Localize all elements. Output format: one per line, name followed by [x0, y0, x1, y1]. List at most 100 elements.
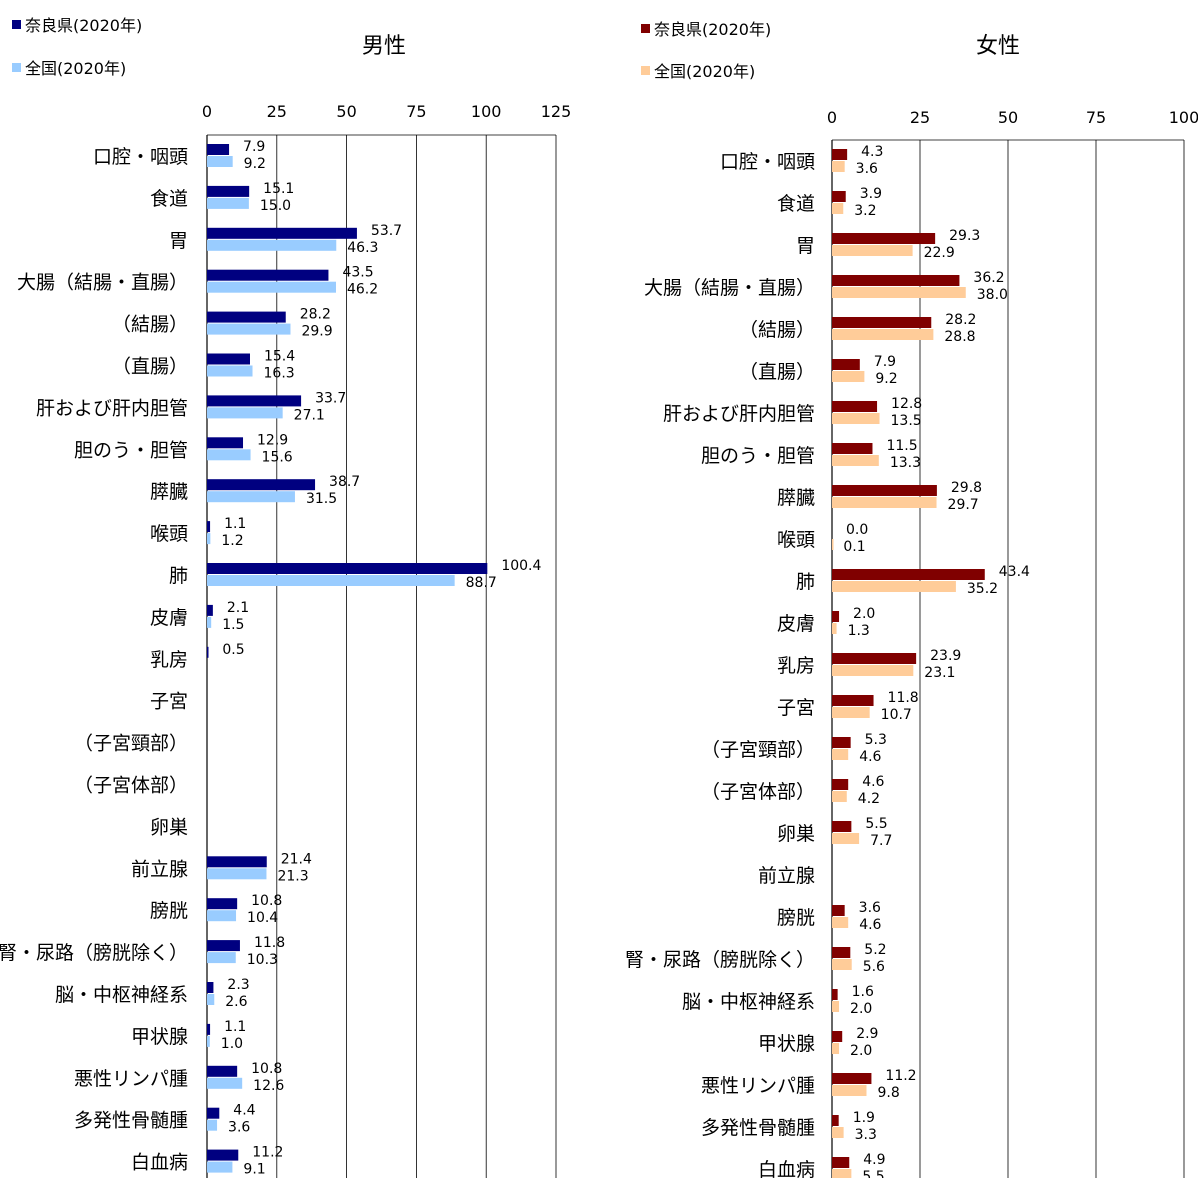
data-label-male-series2: 15.0 — [260, 198, 291, 214]
data-label-female-series2: 13.3 — [890, 455, 921, 471]
bar-male-series2 — [207, 491, 295, 503]
data-label-male-series2: 3.6 — [228, 1120, 250, 1136]
tick-label-male: 50 — [336, 102, 356, 121]
category-label-female: 乳房 — [777, 655, 815, 677]
tick-label-male: 25 — [267, 102, 287, 121]
tick-label-female: 100 — [1169, 108, 1198, 127]
bar-male-series1 — [207, 185, 250, 197]
data-label-female-series1: 36.2 — [973, 270, 1004, 286]
category-label-female: 悪性リンパ腫 — [701, 1075, 815, 1097]
bar-female-series1 — [832, 191, 846, 202]
category-label-male: （結腸） — [112, 314, 188, 336]
category-label-female: 甲状腺 — [758, 1033, 815, 1055]
bar-male-series2 — [207, 281, 336, 293]
data-label-male-series1: 1.1 — [224, 1019, 246, 1035]
legend-label: 奈良県(2020年) — [654, 20, 772, 39]
category-label-male: 皮膚 — [150, 607, 188, 629]
data-label-male-series2: 31.5 — [306, 491, 337, 507]
data-label-female-series1: 1.6 — [852, 984, 874, 1000]
data-label-female-series1: 11.5 — [886, 438, 917, 454]
bar-male-series1 — [207, 898, 238, 910]
data-label-male-series1: 15.1 — [263, 181, 294, 197]
data-label-female-series1: 0.0 — [846, 522, 868, 538]
bar-female-series1 — [832, 359, 860, 370]
bar-female-series2 — [832, 245, 913, 256]
bar-female-series2 — [832, 1169, 852, 1178]
data-label-female-series1: 4.3 — [861, 144, 883, 160]
category-label-female: 白血病 — [758, 1159, 815, 1178]
bar-male-series2 — [207, 868, 267, 880]
data-label-male-series1: 38.7 — [329, 474, 360, 490]
bar-male-series1 — [207, 269, 329, 281]
data-label-male-series1: 11.8 — [254, 935, 285, 951]
bar-female-series2 — [832, 1043, 840, 1054]
tick-label-male: 0 — [202, 102, 212, 121]
bar-male-series1 — [207, 1023, 211, 1035]
data-label-female-series2: 3.2 — [854, 203, 876, 219]
category-label-female: 皮膚 — [777, 613, 815, 635]
data-label-male-series2: 1.2 — [221, 533, 243, 549]
bar-female-series2 — [832, 497, 937, 508]
bar-female-series1 — [832, 989, 838, 1000]
bar-female-series2 — [832, 287, 966, 298]
bar-male-series2 — [207, 407, 283, 419]
data-label-male-series2: 9.1 — [243, 1162, 265, 1178]
data-label-male-series1: 4.4 — [233, 1103, 255, 1119]
category-label-female: （直腸） — [739, 361, 815, 383]
bar-male-series2 — [207, 449, 251, 461]
bar-male-series2 — [207, 616, 212, 628]
data-label-male-series2: 46.2 — [347, 282, 378, 298]
data-label-male-series2: 88.7 — [466, 575, 497, 591]
tick-label-male: 125 — [541, 102, 572, 121]
data-label-female-series1: 4.9 — [863, 1152, 885, 1168]
data-label-male-series2: 16.3 — [264, 366, 295, 382]
legend-label: 奈良県(2020年) — [25, 16, 143, 35]
bar-male-series1 — [207, 311, 286, 323]
category-label-male: 甲状腺 — [131, 1026, 188, 1048]
data-label-female-series2: 5.5 — [862, 1169, 884, 1178]
category-label-male: 食道 — [150, 188, 188, 210]
category-label-male: 膀胱 — [150, 900, 188, 922]
data-label-male-series1: 11.2 — [252, 1145, 283, 1161]
bar-male-series1 — [207, 395, 302, 407]
data-label-male-series1: 10.8 — [251, 1061, 282, 1077]
category-label-male: 卵巣 — [150, 816, 188, 838]
category-label-female: （結腸） — [739, 319, 815, 341]
tick-label-female: 50 — [998, 108, 1018, 127]
category-label-male: 口腔・咽頭 — [93, 146, 188, 168]
data-label-male-series2: 10.3 — [247, 952, 278, 968]
bar-male-series2 — [207, 1035, 210, 1047]
bar-male-series1 — [207, 856, 267, 868]
bar-male-series2 — [207, 533, 211, 545]
category-label-female: 胆のう・胆管 — [701, 445, 815, 467]
data-label-female-series1: 1.9 — [853, 1110, 875, 1126]
bar-female-series1 — [832, 653, 917, 664]
bar-male-series1 — [207, 521, 211, 533]
data-label-female-series1: 11.8 — [888, 690, 919, 706]
category-label-female: 大腸（結腸・直腸） — [644, 277, 815, 299]
legend-female-nara: 奈良県(2020年) — [641, 16, 771, 40]
data-label-female-series1: 2.0 — [853, 606, 875, 622]
data-label-female-series1: 5.2 — [864, 942, 886, 958]
data-label-female-series2: 2.0 — [850, 1001, 872, 1017]
bar-female-series1 — [832, 1157, 850, 1168]
data-label-male-series1: 7.9 — [243, 139, 265, 155]
data-label-male-series1: 28.2 — [300, 307, 331, 323]
bar-female-series2 — [832, 917, 849, 928]
bar-female-series1 — [832, 947, 851, 958]
category-label-male: 膵臓 — [150, 481, 188, 503]
data-label-male-series1: 53.7 — [371, 223, 402, 239]
category-label-female: 前立腺 — [758, 865, 815, 887]
data-label-male-series1: 2.1 — [227, 600, 249, 616]
bar-female-series2 — [832, 791, 847, 802]
data-label-female-series1: 29.3 — [949, 228, 980, 244]
data-label-female-series1: 3.9 — [860, 186, 882, 202]
bar-male-series1 — [207, 479, 316, 491]
data-label-male-series1: 100.4 — [501, 558, 541, 574]
data-label-male-series2: 12.6 — [253, 1078, 284, 1094]
data-label-female-series2: 5.6 — [863, 959, 885, 975]
bar-female-series1 — [832, 1073, 872, 1084]
category-label-female: 胃 — [796, 235, 815, 257]
